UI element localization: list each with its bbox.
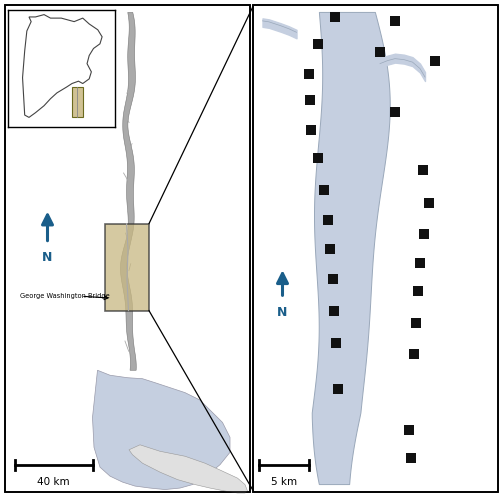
Bar: [252, 5, 498, 492]
Point: [412, 319, 420, 327]
Point: [320, 186, 328, 194]
Text: N: N: [42, 251, 52, 264]
Point: [391, 17, 399, 25]
Point: [414, 287, 422, 295]
Point: [376, 48, 384, 56]
Point: [307, 126, 315, 134]
Point: [334, 385, 342, 393]
Point: [306, 96, 314, 104]
Polygon shape: [92, 370, 230, 490]
Bar: [5, 5, 250, 492]
Point: [391, 108, 399, 116]
Bar: [105, 224, 149, 311]
Point: [314, 40, 322, 48]
Point: [431, 57, 439, 65]
Point: [420, 230, 428, 238]
Polygon shape: [129, 445, 248, 493]
Point: [331, 13, 339, 21]
Polygon shape: [120, 12, 136, 370]
Point: [330, 307, 338, 315]
Point: [418, 166, 426, 174]
Point: [328, 275, 336, 283]
Bar: [72, 87, 83, 117]
Polygon shape: [312, 12, 390, 485]
Point: [407, 454, 415, 462]
Text: 5 km: 5 km: [271, 477, 297, 487]
Point: [425, 199, 433, 207]
Polygon shape: [22, 14, 102, 117]
Point: [305, 70, 313, 78]
Point: [326, 246, 334, 253]
Point: [314, 154, 322, 162]
Point: [324, 216, 332, 224]
Point: [416, 259, 424, 267]
Bar: [5, 5, 250, 492]
Point: [332, 339, 340, 347]
Text: N: N: [278, 306, 287, 319]
Point: [410, 350, 418, 358]
Text: George Washington Bridge: George Washington Bridge: [20, 293, 110, 299]
Text: 40 km: 40 km: [38, 477, 70, 487]
Point: [405, 426, 413, 434]
Bar: [252, 5, 498, 492]
